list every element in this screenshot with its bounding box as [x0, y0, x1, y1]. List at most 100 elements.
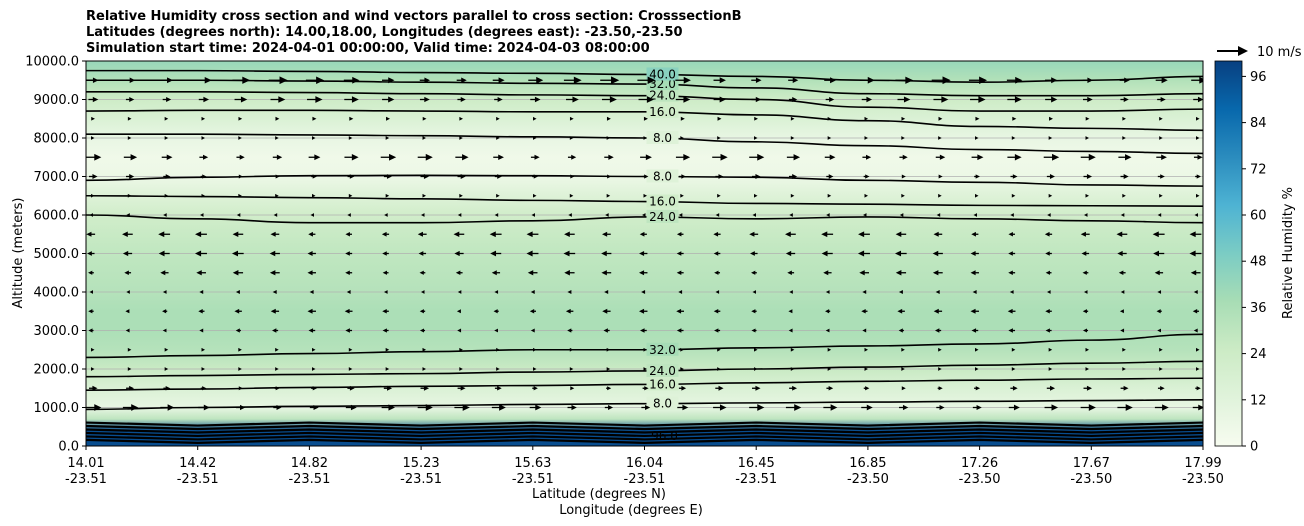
wind-vector-head [240, 404, 246, 411]
wind-vector-head [1048, 193, 1053, 198]
wind-vector-head [1015, 76, 1023, 84]
wind-vector-head [601, 270, 607, 276]
wind-vector-head [1008, 232, 1013, 237]
wind-vector-head [864, 193, 869, 198]
wind-vector-head [715, 213, 720, 217]
wind-vector-head [1192, 309, 1198, 314]
wind-vector-head [422, 347, 427, 352]
surface-contour-band [86, 421, 1203, 444]
wind-vector-head [1193, 290, 1198, 294]
contour-label-bg [646, 169, 679, 183]
x-tick-lat: 16.04 [626, 456, 663, 471]
wind-vector-head [533, 386, 538, 391]
wind-vector-head [606, 367, 611, 371]
wind-vector-head [1008, 328, 1013, 333]
wind-vector-head [719, 404, 727, 411]
wind-vector-head [643, 193, 648, 198]
wind-vector-head [971, 328, 977, 333]
wind-vector-head [388, 96, 395, 103]
wind-vector-head [1048, 347, 1053, 352]
wind-vector-head [163, 213, 167, 217]
wind-vector-head [533, 116, 537, 121]
wind-vector-head [457, 290, 462, 294]
colorbar-tick-label: 60 [1250, 209, 1267, 224]
wind-vector-head [1195, 347, 1200, 352]
wind-vector-head [638, 308, 645, 314]
wind-vector-head [201, 116, 206, 121]
wind-vector-head [388, 404, 396, 411]
wind-vector-head [1088, 404, 1096, 411]
wind-vector-head [422, 136, 427, 140]
wind-vector-head [89, 290, 94, 294]
wind-vector-head [1082, 309, 1087, 314]
wind-vector-head [643, 136, 648, 140]
wind-vector-head [1161, 154, 1167, 161]
wind-vector-head [275, 116, 280, 121]
wind-vector-head [94, 153, 102, 161]
colorbar-tick-label: 48 [1250, 255, 1267, 270]
x-tick-lat: 14.42 [179, 456, 216, 471]
wind-vector-head [936, 213, 941, 217]
wind-vector-head [235, 328, 240, 333]
wind-vector-head [129, 174, 135, 179]
wind-vector-head [1116, 231, 1123, 238]
wind-vector-head [385, 136, 390, 140]
wind-vector-head [830, 404, 838, 411]
wind-vector-head [607, 386, 612, 391]
wind-vector-head [382, 309, 387, 314]
wind-vector-head [90, 193, 95, 198]
wind-vector-head [826, 213, 830, 217]
wind-vector-head [164, 116, 169, 121]
wind-vector-head [568, 213, 572, 217]
wind-vector-head [606, 136, 611, 140]
wind-vector-head [127, 193, 132, 198]
wind-vector-head [1153, 250, 1160, 257]
wind-vector-head [571, 154, 577, 160]
wind-vector-head [861, 309, 866, 314]
wind-vector-head [1083, 213, 1088, 217]
wind-vector-head [275, 193, 279, 198]
wind-vector-head [676, 328, 682, 333]
wind-vector-head [901, 367, 905, 371]
wind-vector-head [821, 250, 828, 257]
y-tick-label: 2000.0 [34, 363, 80, 378]
wind-vector-head [827, 136, 832, 140]
wind-vector-head [1009, 290, 1014, 294]
wind-vector-head [755, 174, 761, 179]
wind-vector-head [643, 116, 648, 121]
contour-label-bg [646, 342, 679, 356]
wind-vector-head [939, 405, 945, 410]
y-tick-label: 7000.0 [34, 170, 80, 185]
wind-vector-head [1086, 174, 1093, 179]
wind-vector-head [459, 347, 463, 352]
wind-vector-head [158, 231, 165, 238]
y-tick-label: 9000.0 [34, 93, 80, 108]
wind-vector-head [1123, 97, 1129, 102]
wind-vector-head [496, 116, 500, 121]
wind-vector-head [682, 404, 689, 411]
wind-vector-head [345, 328, 350, 333]
wind-vector-head [785, 231, 791, 238]
wind-vector-head [1011, 367, 1016, 371]
wind-vector-head [420, 290, 425, 294]
wind-vector-head [460, 97, 466, 102]
wind-vector-head [825, 290, 830, 294]
surface-contour-line [86, 428, 1203, 434]
wind-vector-head [1160, 385, 1165, 391]
wind-vector-head [683, 154, 691, 161]
wind-vector-head [789, 290, 793, 294]
contour-label: 24.0 [649, 89, 676, 103]
contour-label-bg [646, 67, 679, 81]
wind-vector-head [827, 367, 832, 371]
wind-vector-head [569, 136, 574, 140]
wind-vector-head [125, 328, 130, 333]
wind-vector-head [382, 251, 387, 256]
wind-vector-head [970, 251, 976, 256]
wind-vector-head [938, 116, 943, 121]
contour-label: 8.0 [653, 131, 672, 145]
wind-vector-head [569, 347, 574, 352]
wind-vector-head [971, 231, 976, 237]
wind-vector-head [720, 153, 728, 161]
wind-vector-head [1161, 77, 1168, 84]
wind-vector-head [1045, 251, 1050, 256]
